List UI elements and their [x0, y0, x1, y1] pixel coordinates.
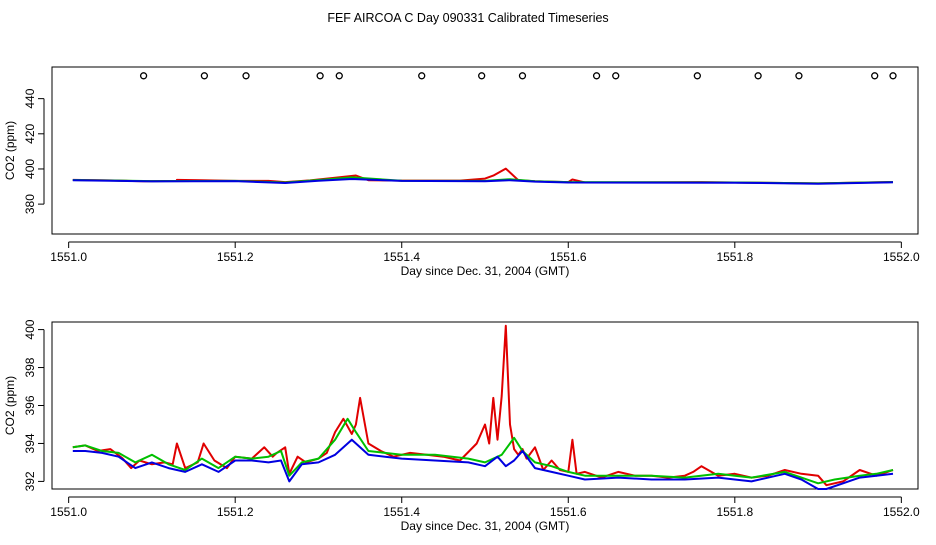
bottom-x-tick-label: 1552.0 — [883, 505, 920, 519]
top-y-tick-label: 440 — [23, 88, 37, 108]
bottom-y-axis-label: CO2 (ppm) — [3, 376, 17, 435]
figure-title: FEF AIRCOA C Day 090331 Calibrated Times… — [327, 11, 608, 25]
top-marker-circle — [316, 72, 324, 80]
top-x-tick-label: 1552.0 — [883, 250, 920, 264]
bottom-x-tick-label: 1551.4 — [383, 505, 420, 519]
top-marker-circle — [592, 72, 601, 80]
bottom-x-tick-label: 1551.0 — [50, 505, 87, 519]
top-x-tick-label: 1551.2 — [217, 250, 254, 264]
top-marker-circle — [871, 72, 879, 80]
top-x-tick-label: 1551.8 — [716, 250, 753, 264]
top-marker-circle — [478, 72, 486, 80]
bottom-series-blue — [72, 438, 894, 490]
top-y-tick-label: 380 — [23, 194, 37, 214]
bottom-y-tick-label: 394 — [23, 433, 37, 453]
top-marker-circle — [693, 72, 701, 80]
top-marker-circle — [200, 72, 209, 80]
top-x-tick-label: 1551.6 — [550, 250, 587, 264]
bottom-x-tick-label: 1551.6 — [550, 505, 587, 519]
bottom-y-tick-label: 392 — [23, 471, 37, 491]
bottom-x-tick-label: 1551.2 — [217, 505, 254, 519]
top-marker-circle — [754, 72, 762, 80]
bottom-series-green — [72, 417, 894, 485]
bottom-series-red — [72, 324, 894, 487]
top-marker-circle — [335, 72, 343, 80]
bottom-x-axis-label: Day since Dec. 31, 2004 (GMT) — [401, 519, 570, 533]
top-marker-circle — [889, 72, 897, 80]
top-marker-circle — [418, 72, 426, 80]
top-x-tick-label: 1551.4 — [383, 250, 420, 264]
top-y-axis-label: CO2 (ppm) — [3, 121, 17, 180]
top-marker-circle — [139, 72, 148, 80]
top-marker-circle — [795, 72, 803, 80]
top-y-tick-label: 400 — [23, 159, 37, 179]
top-marker-circle — [612, 72, 620, 80]
top-series-blue — [72, 178, 894, 185]
top-plot-frame — [51, 66, 919, 235]
top-marker-circle — [518, 72, 527, 80]
bottom-y-tick-label: 396 — [23, 395, 37, 415]
bottom-plot-frame — [51, 321, 919, 490]
bottom-y-tick-label: 398 — [23, 357, 37, 377]
top-y-tick-label: 420 — [23, 123, 37, 143]
top-x-tick-label: 1551.0 — [50, 250, 87, 264]
top-x-axis-label: Day since Dec. 31, 2004 (GMT) — [401, 264, 570, 278]
bottom-y-tick-label: 400 — [23, 319, 37, 339]
top-marker-circle — [242, 72, 250, 80]
bottom-x-tick-label: 1551.8 — [716, 505, 753, 519]
